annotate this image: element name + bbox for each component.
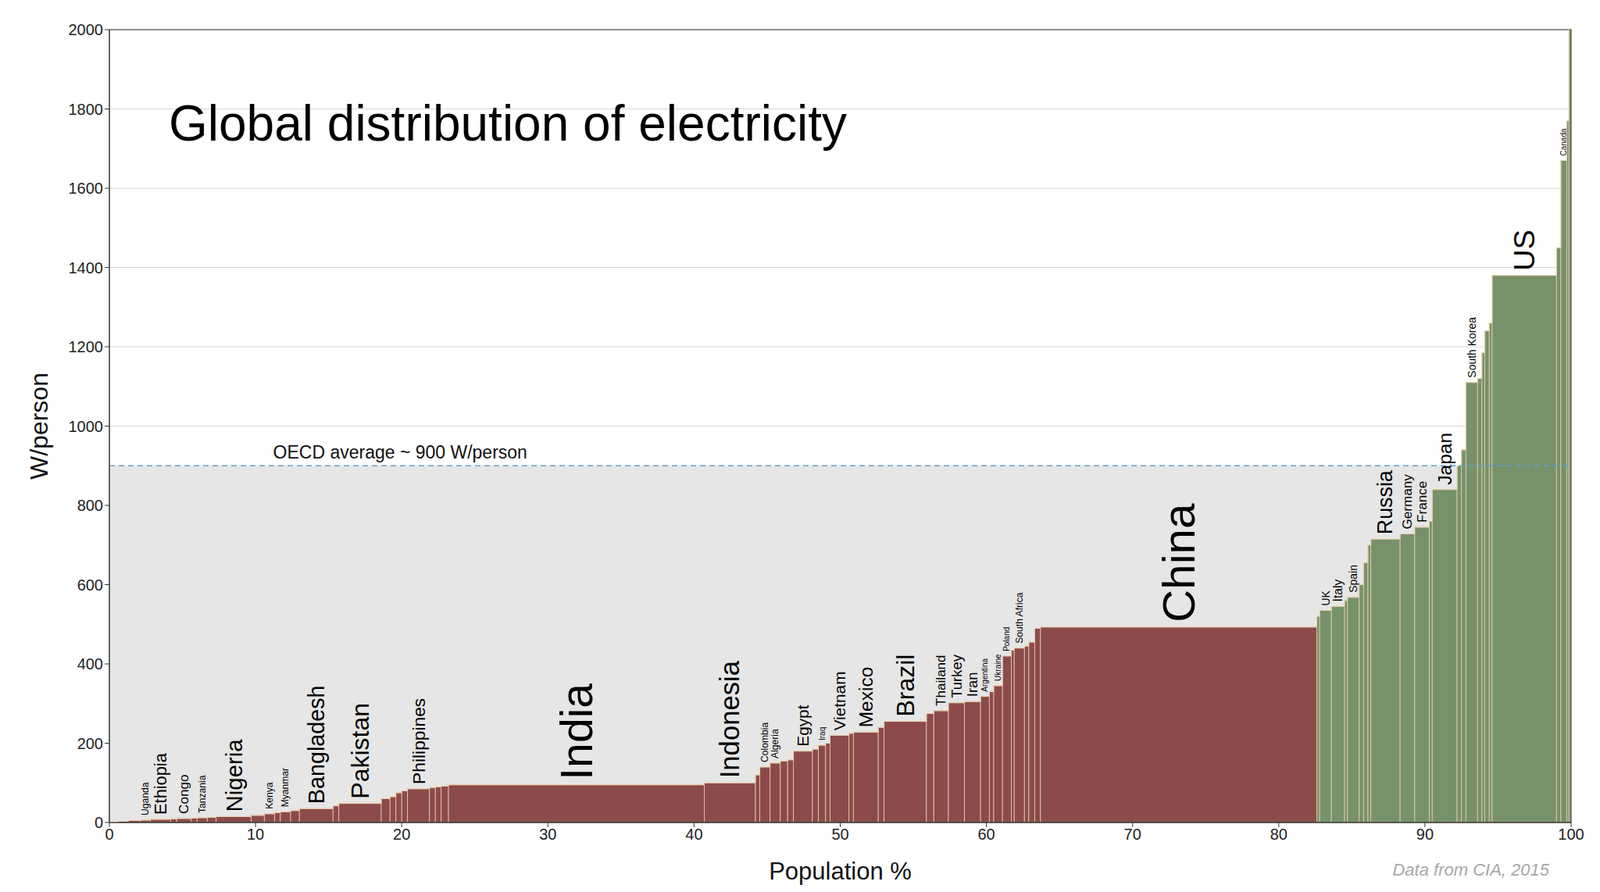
- svg-text:90: 90: [1416, 825, 1434, 843]
- svg-text:0: 0: [104, 825, 114, 843]
- svg-text:Poland: Poland: [1002, 627, 1011, 652]
- svg-text:2000: 2000: [68, 21, 104, 39]
- svg-text:UK: UK: [1319, 589, 1333, 606]
- svg-text:Argentina: Argentina: [980, 657, 990, 692]
- svg-text:Algeria: Algeria: [769, 728, 781, 759]
- svg-text:1400: 1400: [68, 259, 104, 277]
- svg-text:20: 20: [392, 825, 411, 843]
- html-text:Data from CIA, 2015: Data from CIA, 2015: [1392, 860, 1550, 880]
- svg-text:Brazil: Brazil: [891, 654, 920, 718]
- svg-text:Canada: Canada: [1559, 128, 1569, 156]
- svg-text:Iraq: Iraq: [817, 727, 827, 741]
- svg-text:OECD average ~ 900 W/person: OECD average ~ 900 W/person: [273, 442, 528, 463]
- svg-text:Japan: Japan: [1434, 432, 1456, 486]
- svg-text:0: 0: [94, 814, 104, 832]
- svg-text:France: France: [1414, 481, 1430, 523]
- svg-text:Nigeria: Nigeria: [221, 739, 247, 813]
- svg-text:400: 400: [77, 655, 104, 673]
- svg-text:South Africa: South Africa: [1014, 592, 1025, 643]
- svg-text:800: 800: [77, 496, 104, 515]
- svg-text:Ukraine: Ukraine: [993, 653, 1003, 682]
- svg-text:Germany: Germany: [1400, 474, 1415, 530]
- svg-text:South Korea: South Korea: [1465, 317, 1479, 379]
- svg-text:Italy: Italy: [1331, 579, 1345, 603]
- svg-text:Myanmar: Myanmar: [279, 767, 291, 808]
- svg-text:70: 70: [1124, 825, 1142, 843]
- svg-text:Ethiopia: Ethiopia: [150, 752, 171, 815]
- svg-text:50: 50: [831, 825, 849, 843]
- svg-text:Spain: Spain: [1346, 564, 1360, 593]
- svg-text:Egypt: Egypt: [793, 704, 812, 747]
- svg-text:Colombia: Colombia: [759, 722, 771, 763]
- svg-text:China: China: [1153, 503, 1204, 623]
- svg-text:Pakistan: Pakistan: [346, 703, 375, 800]
- svg-text:Indonesia: Indonesia: [714, 660, 745, 779]
- svg-text:Iran: Iran: [964, 671, 981, 697]
- svg-text:Population %: Population %: [768, 857, 912, 886]
- svg-text:Congo: Congo: [176, 775, 192, 815]
- svg-text:600: 600: [77, 576, 104, 594]
- svg-text:1600: 1600: [68, 179, 104, 197]
- svg-text:1000: 1000: [68, 417, 104, 436]
- svg-text:Tanzania: Tanzania: [196, 775, 208, 814]
- svg-text:30: 30: [539, 825, 557, 843]
- svg-text:W/person: W/person: [25, 372, 54, 480]
- html-text:Global distribution of electri: Global distribution of electricity: [168, 95, 847, 152]
- svg-text:Philippines: Philippines: [408, 698, 429, 785]
- svg-text:60: 60: [977, 825, 995, 843]
- svg-text:India: India: [551, 683, 602, 781]
- svg-text:1800: 1800: [68, 100, 104, 118]
- svg-text:Vietnam: Vietnam: [830, 671, 849, 732]
- svg-text:Bangladesh: Bangladesh: [303, 685, 329, 804]
- svg-text:Turkey: Turkey: [948, 653, 965, 698]
- svg-text:Thailand: Thailand: [933, 654, 949, 707]
- svg-text:Mexico: Mexico: [855, 667, 877, 729]
- svg-text:80: 80: [1270, 825, 1288, 843]
- svg-text:Russia: Russia: [1373, 470, 1397, 535]
- svg-text:200: 200: [77, 735, 104, 753]
- svg-text:US: US: [1507, 229, 1541, 272]
- svg-text:40: 40: [685, 825, 703, 843]
- svg-text:Uganda: Uganda: [139, 782, 151, 816]
- svg-text:10: 10: [246, 825, 265, 843]
- svg-text:100: 100: [1557, 825, 1584, 843]
- svg-text:1200: 1200: [68, 338, 104, 356]
- svg-text:Kenya: Kenya: [264, 782, 275, 810]
